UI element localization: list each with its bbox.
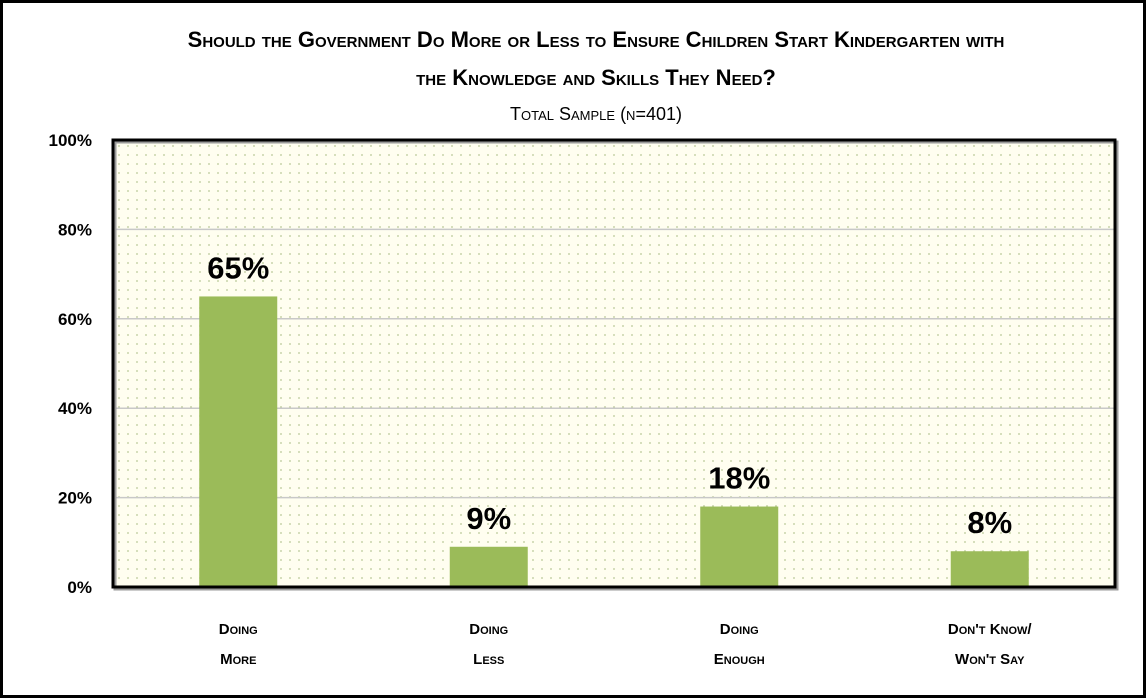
data-label: 65% [207, 250, 269, 285]
data-label: 18% [708, 461, 770, 496]
bar [450, 547, 528, 587]
category-label: Enough [714, 651, 765, 668]
data-label: 9% [466, 501, 511, 536]
category-label: Doing [720, 621, 759, 638]
category-label: More [220, 651, 256, 668]
bar [700, 507, 778, 587]
category-label: Doing [219, 621, 258, 638]
category-label: Doing [469, 621, 508, 638]
category-label: Less [473, 651, 504, 668]
y-tick-label: 80% [58, 220, 92, 239]
y-tick-label: 60% [58, 310, 92, 329]
bar [199, 296, 277, 587]
y-tick-label: 100% [49, 131, 92, 150]
y-tick-label: 20% [58, 489, 92, 508]
category-label: Don't Know/ [948, 621, 1033, 638]
category-label: Won't Say [955, 651, 1025, 668]
bar [951, 551, 1029, 587]
data-label: 8% [967, 505, 1012, 540]
y-tick-label: 40% [58, 399, 92, 418]
y-tick-label: 0% [67, 578, 92, 597]
